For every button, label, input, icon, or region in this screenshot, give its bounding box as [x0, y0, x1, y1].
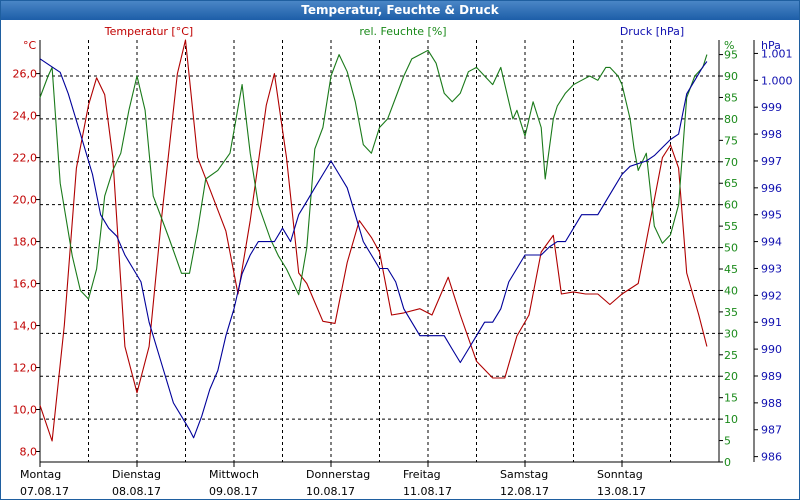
pressure-tick-label: 1.001 — [761, 47, 793, 60]
temperature-tick-label: 12,0 — [13, 362, 38, 375]
temperature-tick-label: 8,0 — [20, 446, 38, 459]
humidity-tick-label: 0 — [724, 456, 731, 469]
x-day-label: Montag — [20, 468, 61, 481]
humidity-series-line — [39, 49, 708, 300]
pressure-tick-label: 986 — [761, 451, 782, 464]
temperature-tick-label: 24,0 — [13, 110, 38, 123]
x-day-label: Donnerstag — [306, 468, 370, 481]
temperature-tick-label: 16,0 — [13, 278, 38, 291]
humidity-tick-label: 35 — [724, 306, 738, 319]
humidity-tick-label: 65 — [724, 177, 738, 190]
temperature-tick-label: 26,0 — [13, 68, 38, 81]
pressure-axis-title: Druck [hPa] — [620, 25, 684, 38]
temperature-tick-label: 20,0 — [13, 194, 38, 207]
pressure-tick-label: 990 — [761, 343, 782, 356]
humidity-tick-label: 95 — [724, 49, 738, 62]
humidity-tick-label: 55 — [724, 220, 738, 233]
pressure-tick-label: 995 — [761, 209, 782, 222]
humidity-tick-label: 10 — [724, 413, 738, 426]
pressure-tick-label: 991 — [761, 316, 782, 329]
x-date-label: 13.08.17 — [597, 485, 646, 498]
pressure-tick-label: 999 — [761, 101, 782, 114]
x-date-label: 09.08.17 — [209, 485, 258, 498]
pressure-tick-label: 997 — [761, 155, 782, 168]
pressure-tick-label: 989 — [761, 370, 782, 383]
x-date-label: 12.08.17 — [500, 485, 549, 498]
humidity-tick-label: 25 — [724, 349, 738, 362]
temperature-tick-label: 10,0 — [13, 404, 38, 417]
x-day-label: Freitag — [403, 468, 441, 481]
x-date-label: 08.08.17 — [112, 485, 161, 498]
temperature-axis-title: Temperatur [°C] — [104, 25, 193, 38]
humidity-tick-label: 70 — [724, 156, 738, 169]
humidity-tick-label: 45 — [724, 263, 738, 276]
x-day-label: Dienstag — [112, 468, 161, 481]
humidity-unit-label: % — [724, 39, 734, 52]
humidity-tick-label: 85 — [724, 91, 738, 104]
series-layer — [39, 39, 708, 442]
temperature-tick-label: 14,0 — [13, 320, 38, 333]
humidity-tick-label: 5 — [724, 435, 731, 448]
humidity-tick-label: 40 — [724, 284, 738, 297]
humidity-tick-label: 75 — [724, 134, 738, 147]
pressure-tick-label: 992 — [761, 289, 782, 302]
humidity-tick-label: 90 — [724, 70, 738, 83]
temperature-tick-label: 18,0 — [13, 236, 38, 249]
humidity-tick-label: 60 — [724, 199, 738, 212]
x-date-label: 07.08.17 — [20, 485, 69, 498]
x-day-label: Sonntag — [597, 468, 643, 481]
x-date-label: 11.08.17 — [403, 485, 452, 498]
pressure-series-line — [39, 58, 708, 439]
x-date-label: 10.08.17 — [306, 485, 355, 498]
humidity-tick-label: 15 — [724, 392, 738, 405]
temperature-tick-label: 22,0 — [13, 152, 38, 165]
x-day-label: Samstag — [500, 468, 548, 481]
temperature-unit-label: °C — [23, 39, 37, 52]
pressure-unit-label: hPa — [761, 39, 781, 52]
x-day-label: Mittwoch — [209, 468, 259, 481]
axes-layer: 8,0 10,0 12,0 14,0 16,0 18,0 20,0 22,0 24,0 26,0 0… — [13, 40, 793, 498]
axis-labels-layer: Temperatur [°C] rel. Feuchte [%] Druck [… — [23, 25, 781, 52]
temperature-series-line — [39, 39, 708, 442]
chart-title: Temperatur, Feuchte & Druck — [1, 1, 799, 20]
humidity-axis-title: rel. Feuchte [%] — [359, 25, 446, 38]
pressure-tick-label: 998 — [761, 128, 782, 141]
pressure-tick-label: 1.000 — [761, 74, 793, 87]
humidity-tick-label: 30 — [724, 327, 738, 340]
pressure-tick-label: 996 — [761, 182, 782, 195]
humidity-tick-label: 20 — [724, 370, 738, 383]
pressure-tick-label: 994 — [761, 236, 782, 249]
pressure-tick-label: 988 — [761, 397, 782, 410]
pressure-tick-label: 993 — [761, 262, 782, 275]
pressure-tick-label: 987 — [761, 424, 782, 437]
humidity-tick-label: 80 — [724, 113, 738, 126]
humidity-tick-label: 50 — [724, 242, 738, 255]
